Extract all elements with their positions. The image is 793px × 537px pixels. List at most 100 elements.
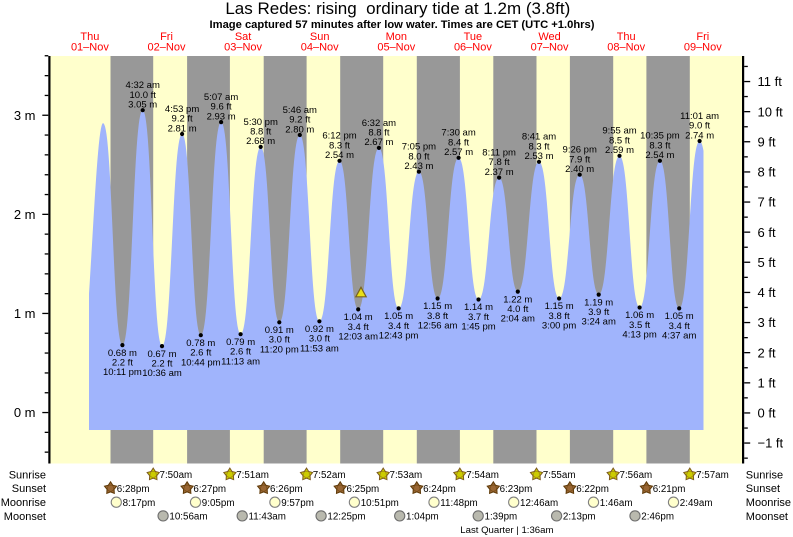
svg-text:4:37 am: 4:37 am <box>662 331 696 342</box>
svg-text:7.9 ft: 7.9 ft <box>569 154 590 165</box>
svg-text:8.0 ft: 8.0 ft <box>408 151 429 162</box>
svg-text:1:46am: 1:46am <box>600 498 633 509</box>
svg-text:8.8 ft: 8.8 ft <box>368 128 389 139</box>
svg-text:9:26 pm: 9:26 pm <box>563 145 597 156</box>
svg-text:9.0 ft: 9.0 ft <box>689 121 710 132</box>
svg-text:09–Nov: 09–Nov <box>684 42 722 54</box>
svg-text:6:24pm: 6:24pm <box>423 484 456 495</box>
svg-text:0.68 m: 0.68 m <box>108 348 137 359</box>
svg-text:7:05 pm: 7:05 pm <box>402 142 436 153</box>
svg-text:7:53am: 7:53am <box>390 470 423 481</box>
svg-text:Thu: Thu <box>80 31 99 43</box>
svg-text:12:43 pm: 12:43 pm <box>379 331 419 342</box>
svg-text:0 m: 0 m <box>14 405 36 420</box>
svg-text:7:30 am: 7:30 am <box>441 128 475 139</box>
svg-text:6:12 pm: 6:12 pm <box>322 131 356 142</box>
svg-text:9.6 ft: 9.6 ft <box>211 102 232 113</box>
svg-text:8:41 am: 8:41 am <box>522 132 556 143</box>
svg-text:4 ft: 4 ft <box>758 285 776 300</box>
svg-text:2.93 m: 2.93 m <box>207 111 236 122</box>
svg-text:0.78 m: 0.78 m <box>186 338 215 349</box>
svg-text:7:51am: 7:51am <box>236 470 269 481</box>
svg-text:5 ft: 5 ft <box>758 255 776 270</box>
svg-text:Wed: Wed <box>538 31 560 43</box>
svg-text:2.40 m: 2.40 m <box>565 164 594 175</box>
svg-text:Fri: Fri <box>160 31 173 43</box>
svg-text:11:13 am: 11:13 am <box>221 356 260 367</box>
svg-text:08–Nov: 08–Nov <box>607 42 645 54</box>
svg-text:3.5 ft: 3.5 ft <box>629 320 650 331</box>
svg-text:2.43 m: 2.43 m <box>404 161 433 172</box>
svg-text:3.7 ft: 3.7 ft <box>468 312 489 323</box>
svg-text:8:11 pm: 8:11 pm <box>482 148 516 159</box>
svg-text:2.37 m: 2.37 m <box>485 167 514 178</box>
svg-text:8.8 ft: 8.8 ft <box>250 127 271 138</box>
svg-text:Sunset: Sunset <box>12 483 46 495</box>
svg-text:3.8 ft: 3.8 ft <box>549 311 570 322</box>
svg-text:7 ft: 7 ft <box>758 195 776 210</box>
svg-text:8.3 ft: 8.3 ft <box>528 141 549 152</box>
svg-text:6:23pm: 6:23pm <box>500 484 533 495</box>
svg-text:Moonset: Moonset <box>4 511 46 523</box>
svg-text:7:52am: 7:52am <box>313 470 346 481</box>
svg-text:2.81 m: 2.81 m <box>168 123 197 134</box>
svg-text:06–Nov: 06–Nov <box>454 42 492 54</box>
svg-text:8.3 ft: 8.3 ft <box>329 140 350 151</box>
svg-text:0.67 m: 0.67 m <box>147 349 176 360</box>
svg-text:8 ft: 8 ft <box>758 165 776 180</box>
svg-text:2.57 m: 2.57 m <box>444 147 473 158</box>
svg-text:2.59 m: 2.59 m <box>605 145 634 156</box>
svg-text:10:56am: 10:56am <box>169 512 207 523</box>
svg-text:Sunrise: Sunrise <box>9 470 46 482</box>
svg-text:05–Nov: 05–Nov <box>377 42 415 54</box>
svg-text:Sat: Sat <box>235 31 252 43</box>
svg-text:0.79 m: 0.79 m <box>226 337 255 348</box>
svg-text:03–Nov: 03–Nov <box>224 42 262 54</box>
svg-text:6:22pm: 6:22pm <box>576 484 609 495</box>
svg-text:10.0 ft: 10.0 ft <box>129 90 156 101</box>
svg-text:02–Nov: 02–Nov <box>148 42 186 54</box>
svg-text:0 ft: 0 ft <box>758 406 776 421</box>
svg-text:9.2 ft: 9.2 ft <box>289 115 310 126</box>
svg-text:Tue: Tue <box>464 31 483 43</box>
svg-text:6:28pm: 6:28pm <box>117 484 150 495</box>
svg-text:6:21pm: 6:21pm <box>653 484 686 495</box>
svg-text:6:32 am: 6:32 am <box>362 118 396 129</box>
svg-text:04–Nov: 04–Nov <box>301 42 339 54</box>
svg-text:4:13 pm: 4:13 pm <box>622 330 656 341</box>
svg-text:1 m: 1 m <box>14 306 36 321</box>
svg-text:11:53 am: 11:53 am <box>300 343 339 354</box>
svg-text:2:49am: 2:49am <box>680 498 713 509</box>
svg-text:3.4 ft: 3.4 ft <box>669 321 690 332</box>
svg-text:1.05 m: 1.05 m <box>665 311 694 322</box>
svg-text:10:36 am: 10:36 am <box>142 368 182 379</box>
svg-text:9:57pm: 9:57pm <box>281 498 314 509</box>
svg-text:7:50am: 7:50am <box>160 470 193 481</box>
svg-text:9.2 ft: 9.2 ft <box>172 114 193 125</box>
svg-text:11:20 pm: 11:20 pm <box>260 344 299 355</box>
svg-text:2.54 m: 2.54 m <box>645 150 674 161</box>
svg-text:1.22 m: 1.22 m <box>503 294 532 305</box>
svg-text:Moonrise: Moonrise <box>1 497 46 509</box>
svg-text:10:11 pm: 10:11 pm <box>103 367 142 378</box>
svg-text:1.05 m: 1.05 m <box>384 311 413 322</box>
svg-text:3.05 m: 3.05 m <box>128 100 157 111</box>
svg-text:3.0 ft: 3.0 ft <box>309 334 330 345</box>
svg-text:10:44 pm: 10:44 pm <box>181 357 221 368</box>
svg-text:2.2 ft: 2.2 ft <box>112 358 133 369</box>
svg-text:6:26pm: 6:26pm <box>270 484 303 495</box>
svg-text:3 m: 3 m <box>14 108 36 123</box>
svg-text:4.0 ft: 4.0 ft <box>507 304 528 315</box>
svg-text:9 ft: 9 ft <box>758 134 776 149</box>
svg-text:11:01 am: 11:01 am <box>680 111 719 122</box>
svg-text:Moonset: Moonset <box>746 511 788 523</box>
svg-text:1.15 m: 1.15 m <box>545 301 574 312</box>
svg-text:1:45 pm: 1:45 pm <box>461 322 495 333</box>
svg-text:Sunset: Sunset <box>746 483 780 495</box>
svg-text:Las Redes: rising ordinary ti: Las Redes: rising ordinary tide at 1.2m … <box>225 0 570 18</box>
svg-text:2.6 ft: 2.6 ft <box>230 347 251 358</box>
svg-text:12:03 am: 12:03 am <box>338 332 378 343</box>
svg-text:0.92 m: 0.92 m <box>305 324 334 335</box>
svg-text:5:30 pm: 5:30 pm <box>244 117 278 128</box>
svg-text:1.15 m: 1.15 m <box>423 301 452 312</box>
